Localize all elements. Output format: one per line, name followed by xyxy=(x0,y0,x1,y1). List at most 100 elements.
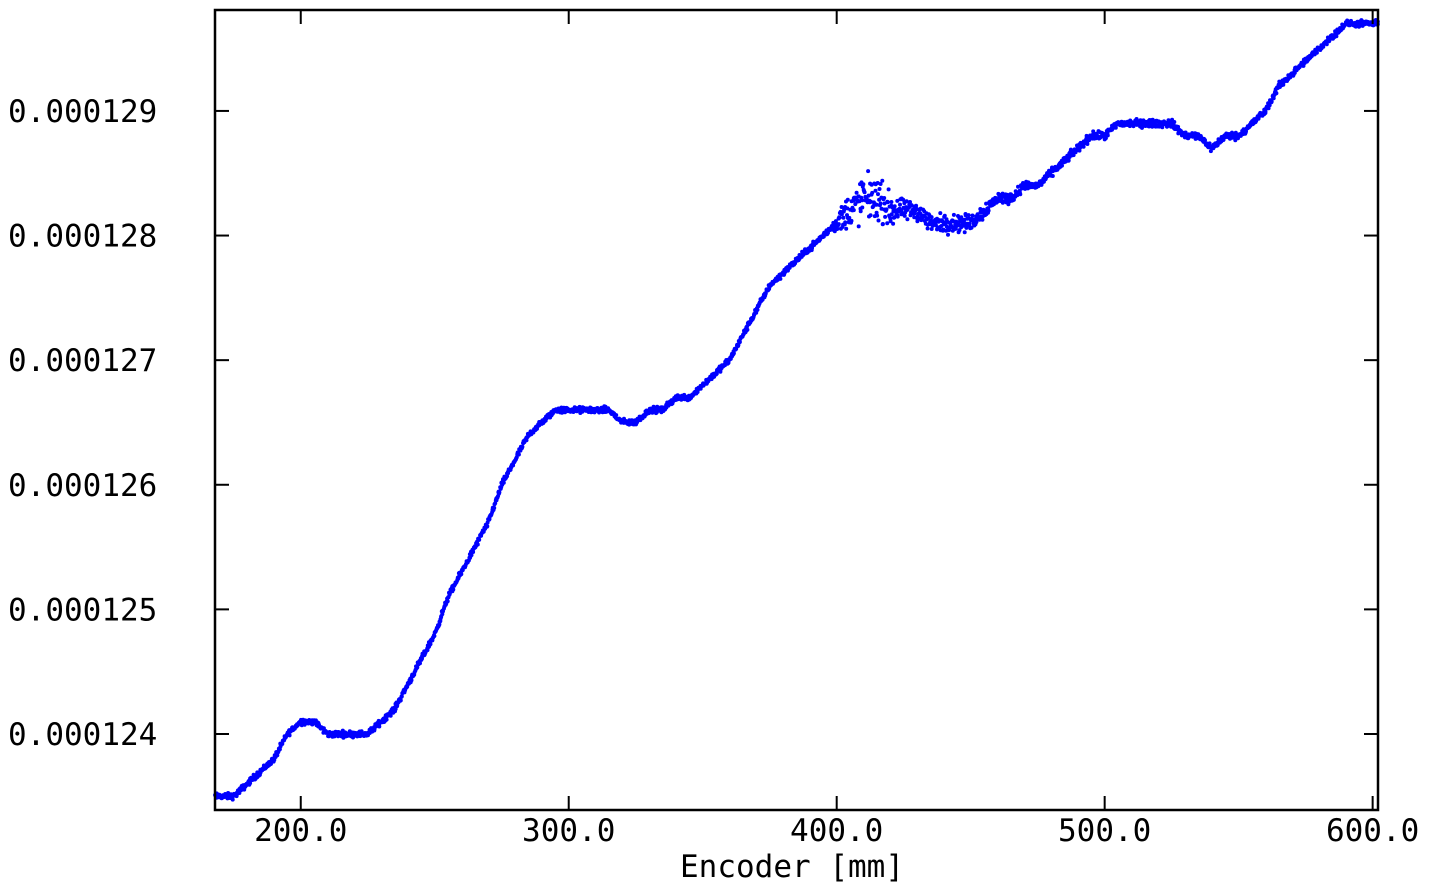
data-point xyxy=(868,213,873,218)
data-point xyxy=(714,371,719,376)
y-tick-label: 0.000127 xyxy=(8,343,157,379)
data-point xyxy=(986,208,991,213)
data-point xyxy=(904,199,909,204)
y-tick-label: 0.000125 xyxy=(8,592,157,628)
data-point xyxy=(1269,99,1274,104)
data-point xyxy=(1091,129,1096,134)
data-point xyxy=(745,327,750,332)
data-point xyxy=(866,169,871,174)
data-point xyxy=(1140,125,1144,130)
data-point xyxy=(953,226,958,231)
data-point xyxy=(963,213,968,218)
data-point xyxy=(845,197,850,202)
data-point xyxy=(287,733,292,738)
data-point xyxy=(878,201,883,206)
data-point xyxy=(868,199,873,204)
data-point xyxy=(1105,133,1110,138)
data-point xyxy=(885,200,890,205)
data-point xyxy=(425,648,430,653)
data-point xyxy=(1060,163,1064,168)
data-point xyxy=(875,213,880,218)
data-point xyxy=(849,218,854,223)
data-point xyxy=(1018,192,1023,197)
data-point xyxy=(914,203,919,208)
data-point xyxy=(432,634,437,638)
data-point xyxy=(398,698,403,703)
data-point xyxy=(1085,142,1090,146)
data-point xyxy=(755,307,760,312)
data-point xyxy=(1066,158,1071,163)
data-point xyxy=(901,197,906,202)
data-point xyxy=(970,213,975,218)
data-point xyxy=(886,187,891,192)
data-point xyxy=(475,542,480,547)
data-point xyxy=(966,213,971,218)
data-point xyxy=(280,741,285,746)
data-point xyxy=(929,215,934,220)
data-point xyxy=(902,213,907,218)
data-point xyxy=(845,206,850,211)
data-point xyxy=(861,182,866,187)
data-point xyxy=(878,182,883,186)
data-point xyxy=(873,188,878,193)
data-point xyxy=(892,204,897,209)
data-point xyxy=(445,599,450,604)
y-tick-label: 0.000129 xyxy=(8,94,157,130)
data-point xyxy=(409,678,414,683)
data-points xyxy=(213,18,1380,802)
data-point xyxy=(926,216,931,221)
data-point xyxy=(854,190,859,195)
data-point xyxy=(930,223,935,228)
data-point xyxy=(384,717,389,722)
data-point xyxy=(967,221,972,226)
data-point xyxy=(492,505,497,510)
data-point xyxy=(477,537,482,542)
data-point xyxy=(836,222,841,227)
data-point xyxy=(1267,103,1272,108)
data-point xyxy=(889,200,894,204)
data-point xyxy=(778,276,783,281)
data-point xyxy=(877,187,882,191)
data-point xyxy=(275,753,280,758)
data-point xyxy=(1113,125,1118,130)
data-point xyxy=(497,490,502,495)
x-tick-label: 200.0 xyxy=(254,813,347,849)
data-point xyxy=(895,198,900,203)
data-point xyxy=(895,214,900,219)
data-point xyxy=(929,227,934,231)
x-tick-labels: 200.0 300.0 400.0 500.0 600.0 xyxy=(254,813,1419,849)
data-point xyxy=(880,222,885,226)
x-tick-label: 400.0 xyxy=(790,813,883,849)
data-point xyxy=(839,205,844,209)
data-point xyxy=(1274,91,1279,96)
data-point xyxy=(415,665,420,670)
data-point xyxy=(984,201,989,206)
y-tick-labels: 0.000124 0.000125 0.000126 0.000127 0.000128… xyxy=(8,94,157,753)
data-point xyxy=(860,205,865,210)
y-tick-label: 0.000124 xyxy=(8,717,157,753)
data-point xyxy=(884,207,889,212)
data-point xyxy=(737,340,742,344)
data-point xyxy=(388,713,393,718)
data-point xyxy=(1314,50,1319,55)
data-point xyxy=(520,444,525,449)
data-point xyxy=(835,227,840,231)
axis-ticks xyxy=(215,10,1378,810)
data-point xyxy=(883,214,888,219)
y-tick-label: 0.000126 xyxy=(8,468,157,504)
data-point xyxy=(1016,184,1020,189)
data-point xyxy=(876,218,881,223)
y-tick-label: 0.000128 xyxy=(8,219,157,255)
data-point xyxy=(459,572,464,577)
data-point xyxy=(880,178,885,183)
data-point xyxy=(399,694,404,699)
data-point xyxy=(969,225,974,230)
data-point xyxy=(428,642,433,647)
data-point xyxy=(841,215,846,220)
x-axis-title: Encoder [mm] xyxy=(680,849,904,885)
data-point xyxy=(843,220,848,225)
x-tick-label: 500.0 xyxy=(1058,813,1151,849)
data-point xyxy=(1176,124,1181,129)
data-point xyxy=(844,226,849,231)
